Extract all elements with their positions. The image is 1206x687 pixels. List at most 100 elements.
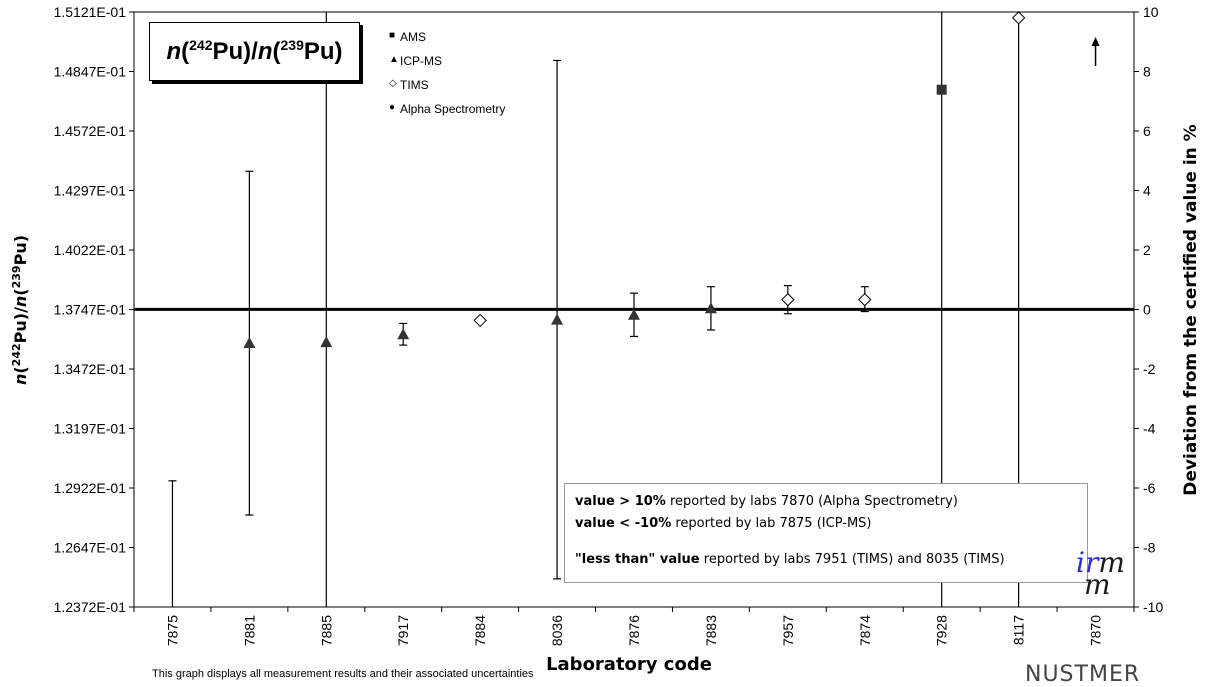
y-left-o1: ( <box>11 366 30 373</box>
y-right-tick-label: -8 <box>1143 540 1156 556</box>
annotation-bold: "less than" value <box>575 552 700 567</box>
y-right-tick-label: 4 <box>1143 183 1151 199</box>
annotation-bold: value < -10% <box>575 516 672 531</box>
irmm-logo-m2: m <box>1084 568 1111 601</box>
title-o2: ( <box>272 38 281 65</box>
y-left-el2: Pu) <box>11 235 30 265</box>
y-right-tick-label: -10 <box>1143 599 1163 615</box>
data-point-tims <box>1011 11 1026 25</box>
nustmer-logo: NUSTMER <box>1025 662 1141 687</box>
y-left-n1: n <box>11 374 30 385</box>
arrow-up-icon <box>1091 37 1100 46</box>
y-left-tick-label: 1.4847E-01 <box>54 64 127 80</box>
square-marker-icon: ■ <box>389 30 396 41</box>
x-tick-label: 7883 <box>703 615 719 646</box>
legend-item-alpha: ● Alpha Spectrometry <box>389 102 505 126</box>
y-axis-right-title: Deviation from the certified value in % <box>1181 124 1201 495</box>
triangle-marker-icon: ▲ <box>389 54 399 65</box>
y-left-n2: n <box>11 296 30 307</box>
x-tick-label: 7881 <box>241 615 257 646</box>
legend-label: ICP-MS <box>400 54 442 68</box>
x-tick-label: 7917 <box>395 615 411 646</box>
irmm-logo-i: i <box>1076 546 1085 579</box>
y-axis-left: 1.2372E-01 1.2647E-01 1.2922E-01 1.3197E-01… <box>54 4 134 615</box>
annotation-box: value > 10% reported by labs 7870 (Alpha… <box>564 483 1088 583</box>
data-point-icp-ms <box>397 328 410 340</box>
x-tick-label: 7870 <box>1088 615 1104 646</box>
annotation-line-3: "less than" value reported by labs 7951 … <box>575 552 1005 567</box>
y-left-tick-label: 1.4572E-01 <box>54 123 127 139</box>
y-left-tick-label: 1.2922E-01 <box>54 480 127 496</box>
title-n1: n <box>166 38 182 65</box>
annotation-line-1: value > 10% reported by labs 7870 (Alpha… <box>575 494 958 509</box>
circle-marker-icon: ● <box>389 102 396 113</box>
x-tick-label: 7928 <box>934 615 950 646</box>
x-axis: 7875 7881 7885 7917 7884 8036 7876 7883 7957 7874… <box>133 607 1135 646</box>
legend-label: TIMS <box>400 78 429 92</box>
y-left-o2: ( <box>11 288 30 295</box>
title-n2: n <box>257 38 273 65</box>
y-right-tick-label: 2 <box>1143 242 1151 258</box>
x-axis-title: Laboratory code <box>546 654 712 675</box>
x-tick-label: 7884 <box>472 615 488 646</box>
annotation-bold: value > 10% <box>575 494 666 509</box>
y-left-tick-label: 1.2647E-01 <box>54 540 127 556</box>
y-right-tick-label: -2 <box>1143 361 1156 377</box>
x-tick-label: 8117 <box>1011 615 1027 645</box>
data-point-icp-ms <box>320 336 333 348</box>
y-left-tick-label: 1.4022E-01 <box>54 242 127 258</box>
data-point-icp-ms <box>551 313 564 325</box>
diamond-marker-icon: ◇ <box>389 78 397 89</box>
y-right-tick-label: 10 <box>1143 4 1159 20</box>
y-left-tick-label: 1.3197E-01 <box>54 421 127 437</box>
y-left-tick-label: 1.3472E-01 <box>54 361 127 377</box>
legend-item-icp-ms: ▲ ICP-MS <box>389 54 505 78</box>
annotation-text: reported by lab 7875 (ICP-MS) <box>671 516 872 531</box>
y-left-tick-label: 1.2372E-01 <box>54 599 127 615</box>
data-points <box>168 11 1100 607</box>
legend-item-tims: ◇ TIMS <box>389 78 505 102</box>
irmm-logo: irm m <box>1076 549 1125 599</box>
y-right-tick-label: -6 <box>1143 480 1156 496</box>
data-point-tims <box>781 292 795 307</box>
title-el2: Pu) <box>303 38 343 65</box>
legend-item-ams: ■ AMS <box>389 30 505 54</box>
y-left-el1: Pu)/ <box>11 307 30 343</box>
irmm-logo-r: r <box>1084 546 1099 579</box>
annotation-text: reported by labs 7870 (Alpha Spectrometr… <box>665 494 958 509</box>
legend-label: Alpha Spectrometry <box>400 102 506 116</box>
y-axis-left-title: n(242Pu)/n(239Pu) <box>10 235 30 385</box>
legend: ■ AMS ▲ ICP-MS ◇ TIMS ● Alpha Spectrometry <box>389 30 505 126</box>
y-right-tick-label: -4 <box>1143 421 1156 437</box>
data-point-icp-ms <box>243 336 256 348</box>
data-point-ams <box>936 84 947 95</box>
title-iso2: 239 <box>280 37 304 53</box>
data-point-icp-ms <box>628 308 640 320</box>
x-tick-label: 7874 <box>857 615 873 646</box>
y-right-tick-label: 8 <box>1143 64 1151 80</box>
y-right-tick-label: 0 <box>1143 302 1151 318</box>
y-left-tick-label: 1.5121E-01 <box>54 4 127 20</box>
data-point-tims <box>858 292 872 307</box>
x-tick-label: 7876 <box>626 615 642 646</box>
x-tick-label: 8036 <box>549 615 565 646</box>
y-axis-right: -10 -8 -6 -4 -2 0 2 4 6 8 10 <box>1134 4 1163 615</box>
data-point-icp-ms <box>704 302 717 314</box>
x-tick-label: 7875 <box>164 615 180 646</box>
footnote: This graph displays all measurement resu… <box>152 668 534 680</box>
annotation-text: reported by labs 7951 (TIMS) and 8035 (T… <box>699 552 1005 567</box>
y-left-tick-label: 1.4297E-01 <box>54 183 127 199</box>
x-tick-label: 7957 <box>780 615 796 646</box>
y-left-iso2: 239 <box>10 265 23 288</box>
y-left-iso1: 242 <box>10 343 23 366</box>
legend-label: AMS <box>400 30 427 44</box>
y-left-tick-label: 1.3747E-01 <box>54 302 127 318</box>
annotation-line-2: value < -10% reported by lab 7875 (ICP-M… <box>575 516 871 531</box>
title-o1: ( <box>181 38 190 65</box>
irmm-logo-m1: m <box>1098 546 1125 579</box>
title-el1: Pu)/ <box>212 38 258 65</box>
data-point-tims <box>473 313 487 328</box>
x-tick-label: 7885 <box>318 615 334 646</box>
title-iso1: 242 <box>189 37 213 53</box>
